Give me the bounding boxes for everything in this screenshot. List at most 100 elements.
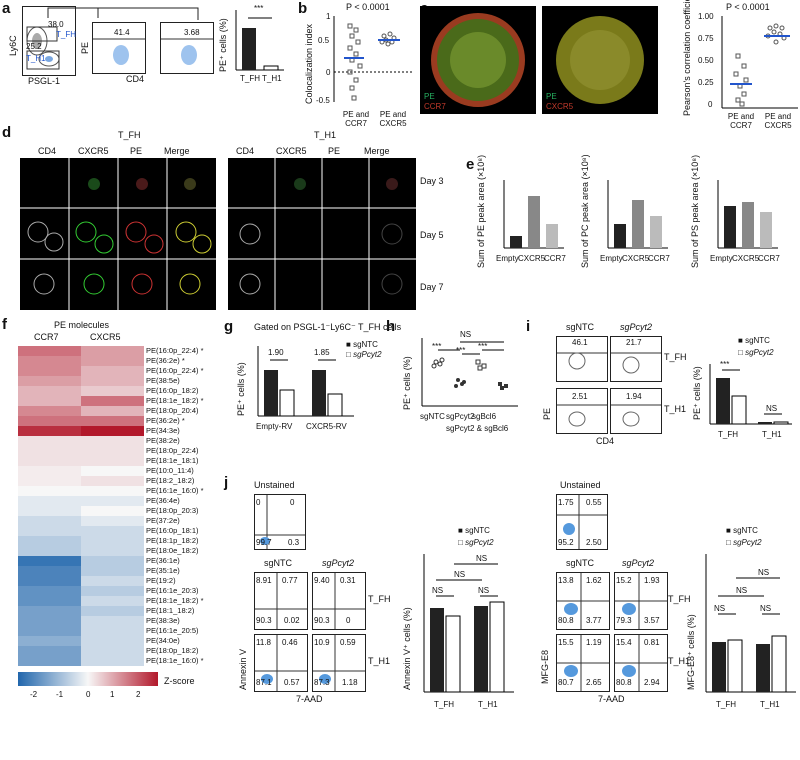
col-pe: PE [328, 146, 341, 156]
heatmap-row-label: PE(18:1e_18:2) * [146, 396, 204, 405]
q-val: 1.18 [342, 678, 358, 687]
q-val: 0 [256, 498, 261, 507]
xcat-e: CXCR5 [518, 254, 546, 263]
axis-label-psgl1: PSGL-1 [28, 76, 61, 86]
colorbar-tick: 0 [86, 690, 91, 699]
col-merge: Merge [364, 146, 390, 156]
ylabel-c: Pearson's correlation coefficient [682, 0, 692, 116]
xcat-e: Empty [496, 254, 519, 263]
day-label: Day 5 [420, 230, 444, 240]
heatmap-row-label: PE(18:2_18:2) [146, 476, 195, 485]
heatmap-cell [18, 416, 81, 427]
q-val: 95.2 [558, 538, 574, 547]
sig-j: NS [476, 554, 488, 563]
sig-i: NS [766, 404, 778, 413]
panel-letter-e: e [466, 156, 475, 173]
heatmap-row-label: PE(19:2) [146, 576, 176, 585]
panel-letter-d: d [2, 124, 12, 141]
chart-j-left [423, 554, 514, 693]
flow-j-th1-ntc-r [556, 634, 610, 692]
q-val: 99.7 [256, 538, 272, 547]
flow-plot-psgl1-ly6c [22, 6, 76, 76]
q-val: 8.91 [256, 576, 272, 585]
sig-h: *** [456, 346, 466, 355]
legend-g: ■ sgNTC [346, 340, 378, 349]
gate-value: 25.2 [26, 42, 42, 51]
heatmap-cell [81, 656, 144, 666]
heatmap-cell [18, 626, 81, 637]
q-val: 15.2 [616, 576, 632, 585]
pct: 21.7 [626, 338, 642, 347]
heatmap-cell [18, 556, 81, 567]
heatmap-row-label: PE(18:0e_18:2) [146, 546, 199, 555]
xcat-g: Empty-RV [256, 422, 293, 431]
xcat-i: T_FH [718, 430, 738, 439]
heatmap-cell [81, 426, 144, 437]
sig-j: NS [478, 586, 490, 595]
heatmap-cell [18, 506, 81, 517]
heatmap-cell [81, 616, 144, 627]
flow-i-3 [556, 388, 608, 434]
micrograph-grid-th1 [228, 158, 416, 310]
heatmap-cell [18, 616, 81, 627]
ratio: 1.85 [314, 348, 330, 357]
q-val: 0.81 [644, 638, 660, 647]
ytick-b: 1 [326, 12, 331, 21]
panel-letter-b: b [298, 0, 308, 17]
axis-label-pe: PE [80, 41, 90, 54]
q-val: 80.8 [616, 678, 632, 687]
unstained-label: Unstained [560, 480, 601, 490]
pval-c: P < 0.0001 [726, 2, 770, 12]
axis-cd4: CD4 [596, 436, 615, 446]
xcat-e: Empty [710, 254, 733, 263]
row-label: T_H1 [664, 404, 687, 414]
axis-mfge8: MFG-E8 [540, 649, 550, 684]
col-merge: Merge [164, 146, 190, 156]
chart-e-pc [607, 180, 668, 249]
heatmap-cell [18, 606, 81, 617]
day-label: Day 7 [420, 282, 444, 292]
pct: 2.51 [572, 392, 588, 401]
heatmap-cell [18, 346, 81, 357]
xcat-j: T_H1 [760, 700, 780, 709]
xcat-h: sgBcl6 [472, 412, 497, 421]
heatmap-cell [81, 586, 144, 597]
col-cd4: CD4 [236, 146, 255, 156]
heatmap-row-label: PE(36:2e) * [146, 356, 185, 365]
heatmap-row-label: PE(38:5e) [146, 376, 180, 385]
xcat-g: CXCR5-RV [306, 422, 347, 431]
col-pe: PE [130, 146, 143, 156]
img-label-ccr7: CCR7 [424, 102, 446, 111]
sig-i: *** [720, 360, 730, 369]
q-val: 1.75 [558, 498, 574, 507]
q-val: 90.3 [314, 616, 330, 625]
ratio: 1.90 [268, 348, 284, 357]
gate-label-tfh: T_FH [56, 30, 76, 39]
q-val: 11.8 [256, 638, 271, 647]
panel-letter-f: f [2, 316, 7, 333]
sig-j: NS [760, 604, 772, 613]
q-val: 90.3 [256, 616, 272, 625]
heatmap-col: CCR7 [34, 332, 59, 342]
colorbar-tick: -2 [30, 690, 38, 699]
gate-arrows [47, 7, 199, 20]
heatmap-row-label: PE(18:1e_16:0) * [146, 656, 204, 665]
q-val: 0.55 [586, 498, 602, 507]
heatmap-cell [81, 506, 144, 517]
heatmap-cell [18, 476, 81, 487]
flow-j-th1-pcyt-r [614, 634, 668, 692]
heatmap-cell [81, 626, 144, 637]
panel-letter-i: i [526, 318, 531, 335]
q-val: 0.57 [284, 678, 300, 687]
chart-g [257, 346, 354, 417]
heatmap-row-label: PE(36:4e) [146, 496, 180, 505]
q-val: 0.3 [288, 538, 300, 547]
heatmap-cell [18, 516, 81, 527]
heatmap-cell [81, 436, 144, 447]
row-label: T_H1 [668, 656, 691, 666]
q-val: 3.57 [644, 616, 660, 625]
q-val: 79.3 [616, 616, 632, 625]
heatmap-cell [18, 566, 81, 577]
q-val: 1.62 [586, 576, 602, 585]
heatmap-cell [18, 546, 81, 557]
